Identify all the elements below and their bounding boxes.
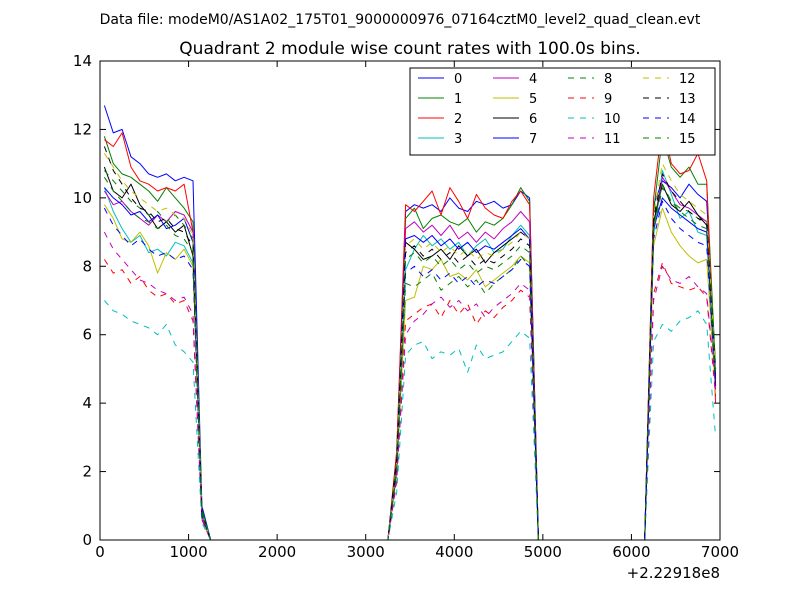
x-tick-label: 6000 (612, 543, 650, 561)
legend-label-13: 13 (679, 92, 696, 107)
x-tick-label: 2000 (258, 543, 296, 561)
x-tick-label: 5000 (524, 543, 562, 561)
x-tick-label: 4000 (435, 543, 473, 561)
figure-suptitle: Data file: modeM0/AS1A02_175T01_90000009… (100, 12, 701, 28)
plot-frame (99, 60, 721, 541)
y-tick-label: 14 (73, 52, 92, 70)
legend-label-9: 9 (604, 92, 612, 107)
y-tick-label: 0 (82, 531, 92, 549)
x-tick-label: 1000 (169, 543, 207, 561)
y-tick-label: 2 (82, 463, 92, 481)
y-tick-label: 8 (82, 257, 92, 275)
x-tick-label: 7000 (701, 543, 739, 561)
series-line-9 (103, 259, 717, 541)
legend-label-14: 14 (679, 112, 696, 127)
y-tick-label: 10 (73, 189, 92, 207)
legend-label-8: 8 (604, 72, 612, 87)
legend-label-5: 5 (529, 92, 537, 107)
legend-label-2: 2 (454, 112, 462, 127)
legend-label-0: 0 (454, 72, 462, 87)
legend-label-7: 7 (529, 132, 537, 147)
y-tick-label: 12 (73, 120, 92, 138)
series-line-15 (103, 177, 717, 541)
legend-box (409, 67, 716, 156)
chart-title: Quadrant 2 module wise count rates with … (179, 39, 640, 59)
x-tick-label: 0 (95, 543, 105, 561)
legend-label-6: 6 (529, 112, 537, 127)
legend-label-1: 1 (454, 92, 462, 107)
legend-label-4: 4 (529, 72, 537, 87)
y-tick-label: 4 (82, 394, 92, 412)
series-line-11 (103, 231, 717, 541)
x-tick-label: 3000 (347, 543, 385, 561)
series-line-10 (104, 300, 717, 541)
legend-label-11: 11 (604, 132, 621, 147)
legend-label-12: 12 (679, 72, 696, 87)
legend-label-3: 3 (454, 132, 462, 147)
legend-label-15: 15 (679, 132, 696, 147)
legend-label-10: 10 (604, 112, 621, 127)
x-offset-label: +2.22918e8 (627, 564, 720, 582)
y-tick-label: 6 (82, 326, 92, 344)
